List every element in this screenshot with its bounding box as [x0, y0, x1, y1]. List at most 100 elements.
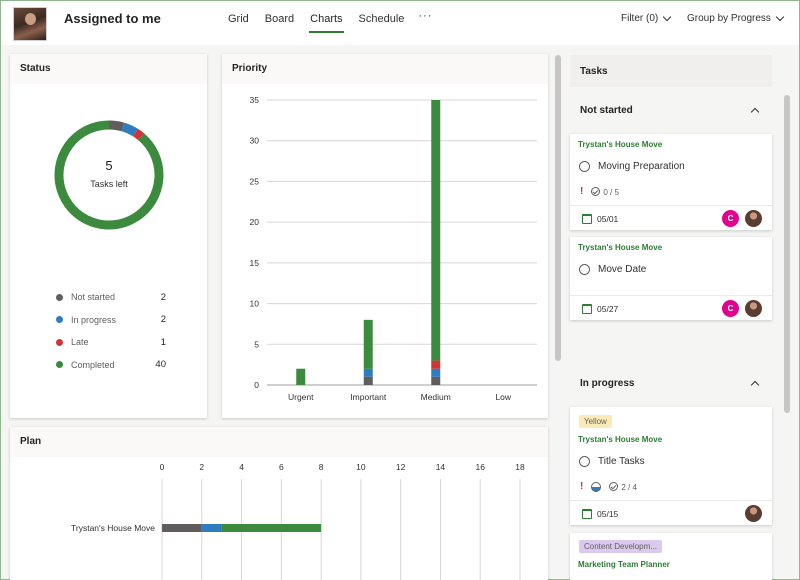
group-by-button[interactable]: Group by Progress [687, 12, 785, 24]
due-date: 05/01 [597, 214, 619, 224]
x-tick-label: 8 [319, 462, 324, 472]
task-card[interactable]: Yellow Trystan's House Move Title Tasks … [570, 407, 772, 525]
page-title: Assigned to me [64, 11, 161, 26]
task-title-row: Move Date [579, 264, 646, 275]
donut-slice-not-started[interactable] [108, 120, 125, 132]
donut-slice-completed[interactable] [54, 120, 164, 230]
tasks-scrollbar[interactable] [784, 95, 790, 413]
task-title: Moving Preparation [598, 161, 685, 172]
group-header-in-progress[interactable]: In progress [570, 371, 772, 397]
tasks-left-count: 5 [105, 158, 113, 173]
y-tick-label: 20 [250, 217, 260, 227]
status-title: Status [10, 54, 207, 84]
x-tick-label: Urgent [288, 392, 314, 402]
tasks-pane-title: Tasks [570, 55, 772, 87]
legend-item-completed[interactable]: Completed 40 [56, 354, 166, 377]
task-plan-name: Trystan's House Move [578, 140, 663, 149]
x-tick-label: 2 [199, 462, 204, 472]
task-plan-name: Trystan's House Move [578, 435, 663, 444]
y-tick-label: 30 [250, 136, 260, 146]
priority-bar-segment[interactable] [431, 368, 441, 377]
header: Assigned to me Grid Board Charts Schedul… [1, 1, 799, 45]
user-avatar[interactable] [13, 7, 47, 41]
assignee-photo-avatar[interactable] [745, 300, 762, 317]
x-tick-label: Important [350, 392, 387, 402]
priority-bar-segment[interactable] [363, 376, 373, 385]
task-label-badge: Yellow [579, 415, 612, 428]
y-tick-label: 5 [254, 339, 259, 349]
legend-count: 2 [160, 291, 166, 303]
task-card[interactable]: Content Developm... Marketing Team Plann… [570, 533, 772, 580]
priority-bar-segment[interactable] [363, 368, 373, 377]
legend-dot [56, 316, 63, 324]
legend-item-not-started[interactable]: Not started 2 [56, 286, 166, 309]
tab-board[interactable]: Board [264, 13, 295, 25]
task-plan-name: Marketing Team Planner [578, 560, 670, 569]
group-header-not-started[interactable]: Not started [570, 98, 772, 124]
assignee-photo-avatar[interactable] [745, 505, 762, 522]
complete-task-circle-icon[interactable] [579, 161, 590, 172]
plan-bar-segment[interactable] [162, 524, 202, 532]
donut-slice-late[interactable] [133, 128, 145, 141]
in-progress-icon [591, 481, 602, 492]
x-tick-label: 18 [515, 462, 525, 472]
task-footer: 05/01 C [570, 205, 772, 230]
legend-item-late[interactable]: Late 1 [56, 331, 166, 354]
complete-task-circle-icon[interactable] [579, 456, 590, 467]
status-card: Status 5 Tasks left Not started 2 In pro… [10, 54, 207, 418]
task-meta: ! 0 / 5 [580, 186, 619, 197]
chevron-up-icon[interactable] [750, 380, 760, 390]
task-footer: 05/27 C [570, 295, 772, 320]
legend-label: Late [71, 337, 89, 348]
x-tick-label: 14 [436, 462, 446, 472]
y-tick-label: 25 [250, 176, 260, 186]
priority-bar-segment[interactable] [431, 376, 441, 385]
task-meta: ! 2 / 4 [580, 481, 637, 492]
x-tick-label: 4 [239, 462, 244, 472]
task-card[interactable]: Trystan's House Move Moving Preparation … [570, 134, 772, 230]
group-label: Not started [580, 105, 633, 116]
y-tick-label: 15 [250, 258, 260, 268]
tab-schedule[interactable]: Schedule [358, 13, 405, 25]
task-plan-name: Trystan's House Move [578, 243, 663, 252]
charts-scrollbar[interactable] [555, 55, 561, 361]
calendar-icon [582, 509, 592, 519]
group-by-label: Group by Progress [687, 13, 771, 24]
due-date: 05/27 [597, 304, 619, 314]
complete-task-circle-icon[interactable] [579, 264, 590, 275]
plan-bar-segment[interactable] [221, 524, 322, 532]
priority-bar-segment[interactable] [363, 319, 373, 369]
task-title: Title Tasks [598, 456, 645, 467]
assignee-photo-avatar[interactable] [745, 210, 762, 227]
donut-slice-in-progress[interactable] [121, 122, 138, 137]
chevron-up-icon[interactable] [750, 107, 760, 117]
x-tick-label: Medium [421, 392, 451, 402]
tab-charts[interactable]: Charts [302, 1, 350, 33]
x-tick-label: Low [495, 392, 511, 402]
calendar-icon [582, 304, 592, 314]
legend-dot [56, 361, 63, 369]
priority-bar-segment[interactable] [431, 360, 441, 369]
priority-bar-segment[interactable] [431, 100, 441, 361]
filter-button[interactable]: Filter (0) [621, 12, 672, 24]
priority-title: Priority [222, 54, 548, 84]
x-tick-label: 6 [279, 462, 284, 472]
status-donut-chart: 5 Tasks left [54, 120, 164, 230]
priority-bar-chart: 0 5 10 15 20 25 30 35 Urgent Important Medium Low [250, 95, 537, 402]
donut-svg [54, 120, 164, 230]
y-tick-label: Trystan's House Move [71, 523, 155, 533]
more-options-icon[interactable]: ··· [418, 10, 433, 22]
assignee-avatar[interactable]: C [722, 210, 739, 227]
plan-bar-segment[interactable] [201, 524, 222, 532]
task-card[interactable]: Trystan's House Move Move Date 05/27 C [570, 237, 772, 320]
checklist-count: 2 / 4 [621, 482, 637, 492]
due-date: 05/15 [597, 509, 619, 519]
tasks-left-label: Tasks left [90, 179, 128, 189]
assignee-avatar[interactable]: C [722, 300, 739, 317]
priority-bar-segment[interactable] [296, 368, 306, 385]
filter-label: Filter (0) [621, 13, 659, 24]
legend-item-in-progress[interactable]: In progress 2 [56, 309, 166, 332]
checklist-indicator: 2 / 4 [609, 481, 637, 492]
tab-grid[interactable]: Grid [228, 13, 249, 25]
task-title: Move Date [598, 264, 647, 275]
